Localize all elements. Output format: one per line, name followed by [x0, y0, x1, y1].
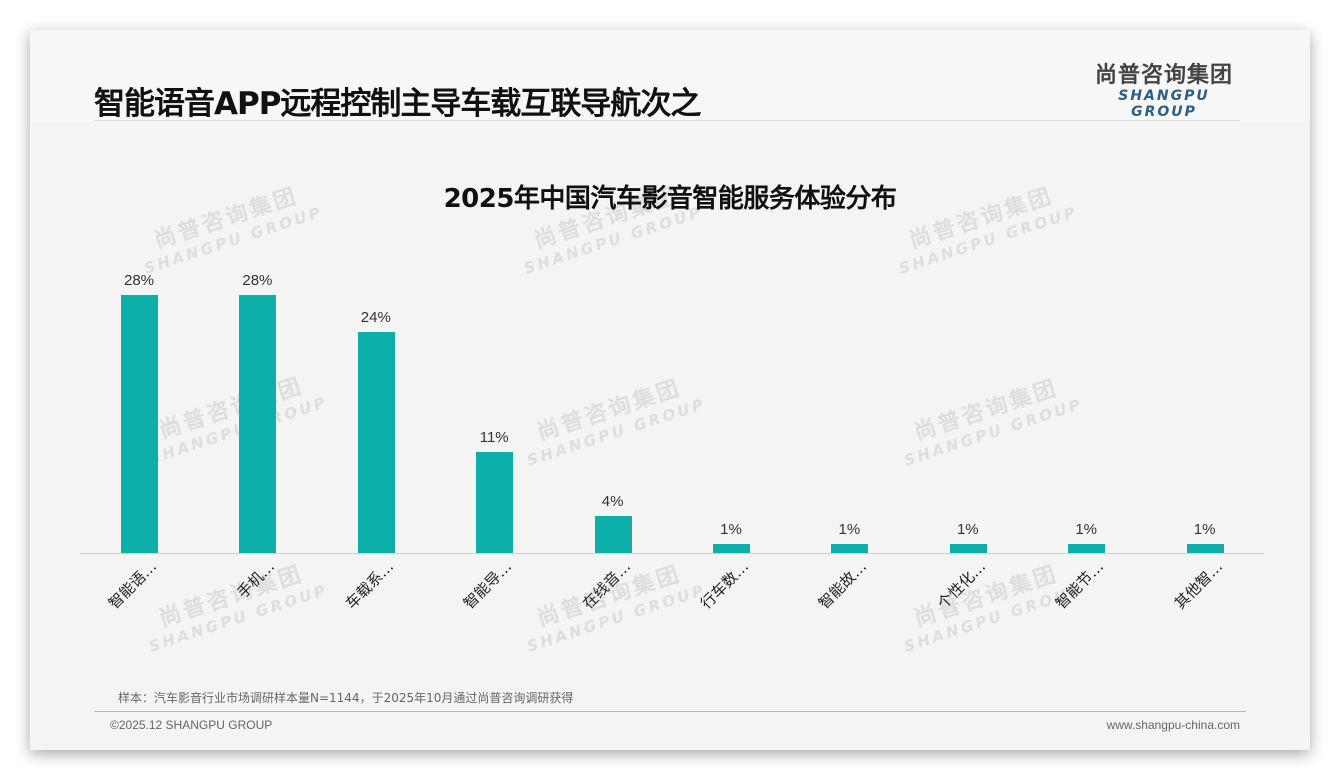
- bar-value-label: 24%: [360, 308, 391, 326]
- bar-chart-plot: 28% 28% 24% 11% 4% 1% 1% 1% 1% 1%: [80, 250, 1264, 554]
- bar-group: 11%: [435, 250, 553, 553]
- x-axis-tick-label: 个性化…: [933, 557, 989, 613]
- bar-group: 28%: [198, 250, 316, 553]
- x-axis-tick-label: 车载系…: [341, 557, 397, 613]
- x-axis-line: [80, 553, 1264, 554]
- bar-value-label: 1%: [720, 520, 742, 538]
- x-axis-tick-label: 智能语…: [104, 557, 161, 613]
- bar[interactable]: [476, 451, 514, 553]
- bar[interactable]: [121, 295, 158, 553]
- header-band: [30, 30, 1310, 122]
- bar-value-label: 1%: [956, 520, 979, 538]
- x-axis-tick-label: 其他智…: [1170, 557, 1226, 613]
- chart-title: 2025年中国汽车影音智能服务体验分布: [443, 184, 897, 214]
- copyright: ©2025.12 SHANGPU GROUP: [110, 718, 273, 732]
- logo-en: SHANGPU GROUP: [1118, 88, 1210, 120]
- bar-group: 1%: [672, 250, 790, 553]
- bar[interactable]: [1068, 543, 1106, 553]
- bar-group: 1%: [790, 250, 908, 553]
- bar-value-label: 1%: [1075, 520, 1098, 538]
- bar[interactable]: [239, 295, 277, 553]
- bar-group: 1%: [1146, 250, 1264, 553]
- bar-group: 24%: [317, 250, 435, 553]
- footer-divider: [94, 711, 1246, 712]
- bar-value-label: 1%: [1193, 520, 1216, 538]
- x-axis-tick-label: 手机…: [233, 557, 279, 602]
- bar[interactable]: [594, 516, 632, 553]
- bar[interactable]: [1186, 543, 1224, 553]
- bar[interactable]: [949, 543, 987, 553]
- bar-value-label: 28%: [242, 272, 273, 289]
- title-divider: [94, 120, 1240, 121]
- bar-value-label: 4%: [601, 493, 624, 511]
- bar-group: 28%: [80, 250, 198, 553]
- bar-value-label: 1%: [838, 520, 861, 538]
- logo-cn: 尚普咨询集团: [1094, 63, 1233, 88]
- bar-group: 4%: [554, 250, 672, 553]
- bar-value-label: 28%: [123, 272, 155, 289]
- x-axis-tick-label: 在线音…: [578, 557, 634, 613]
- slide: 智能语音APP远程控制主导车载互联导航次之 尚普咨询集团 SHANGPU GRO…: [30, 30, 1310, 750]
- bar[interactable]: [713, 543, 750, 553]
- bar-group: 1%: [909, 250, 1027, 553]
- x-axis-tick-label: 智能导…: [460, 557, 516, 613]
- sample-note: 样本：汽车影音行业市场调研样本量N=1144，于2025年10月通过尚普咨询调研…: [118, 691, 574, 705]
- bar-group: 1%: [1027, 250, 1145, 553]
- page-title: 智能语音APP远程控制主导车载互联导航次之: [94, 86, 701, 122]
- watermark: 尚普咨询集团 SHANGPU GROUP: [146, 561, 331, 656]
- bar[interactable]: [357, 331, 395, 553]
- x-axis-tick-label: 智能节…: [1052, 557, 1108, 613]
- x-axis-tick-label: 行车数…: [696, 557, 753, 613]
- company-logo: 尚普咨询集团 SHANGPU GROUP: [1088, 63, 1240, 121]
- bar-value-label: 11%: [479, 428, 509, 446]
- bar[interactable]: [831, 543, 869, 553]
- x-axis-tick-label: 智能故…: [815, 557, 871, 613]
- website-link[interactable]: www.shangpu-china.com: [1106, 718, 1240, 732]
